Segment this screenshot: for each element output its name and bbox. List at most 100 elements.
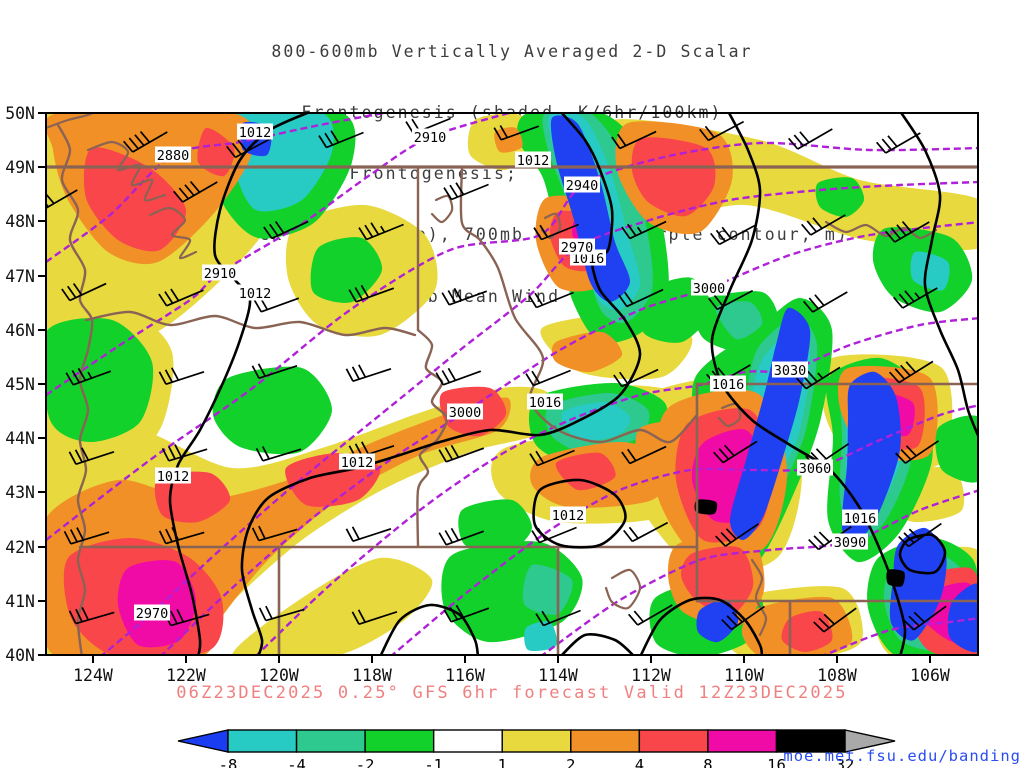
y-axis-tick-label: 49N (5, 158, 35, 177)
x-axis-tick-label: 110W (724, 666, 764, 685)
colorbar: -8 -4 -2 -1 1 2 4 8 16 32 (177, 729, 896, 768)
wind-barb (68, 606, 115, 625)
wind-barb (438, 444, 485, 463)
shaded-region (815, 177, 865, 218)
forecast-valid-text: 06Z23DEC2025 0.25° GFS 6hr forecast Vali… (176, 683, 848, 703)
svg-text:2970: 2970 (561, 240, 594, 256)
shaded-region (494, 127, 523, 153)
svg-text:3000: 3000 (449, 405, 482, 421)
contour-label: 1012 (237, 284, 273, 302)
wind-barb (801, 214, 846, 236)
border-line (84, 310, 417, 337)
contour-label: 3060 (797, 459, 833, 477)
x-axis-tick-label: 116W (445, 666, 485, 685)
shaded-region (935, 415, 978, 483)
height-contour (390, 404, 978, 655)
wind-barb (621, 445, 667, 465)
contour-label: 2940 (564, 176, 600, 194)
y-axis-tick-label: 43N (5, 483, 35, 502)
title-line-1: 800-600mb Vertically Averaged 2-D Scalar (271, 41, 753, 61)
shaded-region (561, 401, 631, 441)
border-line (604, 568, 642, 610)
shaded-region (441, 541, 583, 643)
wind-barb (876, 132, 921, 154)
mslp-contour (898, 533, 947, 575)
shaded-region (46, 318, 154, 443)
contour-label: 1016 (710, 375, 746, 393)
wind-barb (721, 605, 765, 631)
contour-label: 1012 (339, 453, 375, 471)
contour-label: 3000 (447, 403, 483, 421)
svg-text:2910: 2910 (204, 266, 237, 282)
y-axis-tick-label: 41N (5, 592, 35, 611)
shaded-region (212, 366, 333, 455)
shaded-region (458, 499, 533, 553)
contour-label: 1012 (237, 123, 273, 141)
wind-barb (613, 368, 659, 388)
wind-barb (443, 182, 489, 201)
wind-barb (123, 130, 168, 153)
wind-barb (813, 607, 857, 633)
wind-barb (621, 220, 667, 240)
mslp-contour (168, 113, 311, 655)
wind-barb (531, 526, 577, 544)
shaded-region (524, 621, 557, 652)
svg-text:1012: 1012 (239, 286, 272, 302)
wind-barb (263, 220, 309, 240)
colorbar-segment (570, 729, 641, 753)
height-contour (46, 113, 514, 396)
x-axis-tick-label: 114W (538, 666, 578, 685)
svg-text:1016: 1016 (712, 377, 745, 393)
contour-label: 2910 (202, 264, 238, 282)
contour-label: 3090 (832, 533, 868, 551)
wind-barb (443, 604, 490, 623)
mslp-contour (560, 633, 635, 655)
colorbar-segment (638, 729, 709, 753)
height-contour (46, 113, 391, 263)
y-axis-tick-label: 42N (5, 538, 35, 557)
wind-barb (345, 526, 392, 542)
border-line (750, 558, 768, 637)
svg-text:2940: 2940 (566, 178, 599, 194)
svg-text:1012: 1012 (239, 125, 272, 141)
x-axis-tick-label: 106W (910, 666, 950, 685)
state-borders (46, 113, 978, 655)
border-line (148, 206, 198, 260)
wind-barb (63, 527, 110, 545)
mslp-contour (639, 596, 764, 655)
contour-label: 2970 (559, 238, 595, 256)
contour-labels: 1012 1012 1012 1016 1012 1012 1012 1016 1016 1016… (134, 123, 878, 622)
colorbar-segment (432, 729, 503, 753)
y-axis-tick-label: 46N (5, 321, 35, 340)
colorbar-segment (707, 729, 778, 753)
shaded-region (889, 527, 947, 641)
contour-label: 1012 (550, 506, 586, 524)
wind-barb (65, 367, 112, 386)
contour-label: 1012 (155, 467, 191, 485)
contour-label: 1016 (842, 509, 878, 527)
colorbar-label: 16 (767, 756, 786, 768)
wind-barb (618, 288, 664, 308)
svg-text:2970: 2970 (136, 606, 169, 622)
colorbar-arrow-right (844, 729, 896, 753)
x-axis-tick-label: 118W (352, 666, 392, 685)
wind-barb (788, 128, 833, 150)
colorbar-label: 4 (635, 756, 644, 768)
wind-barb (493, 125, 540, 141)
border-line (56, 123, 94, 655)
wind-barb (611, 130, 657, 150)
mslp-contour (899, 113, 978, 439)
colorbar-arrow-left (177, 729, 229, 753)
shaded-region (781, 611, 833, 652)
colorbar-label: -2 (356, 756, 375, 768)
svg-text:1012: 1012 (517, 153, 550, 169)
y-axis-tick-label: 44N (5, 429, 35, 448)
colorbar-segment (364, 729, 435, 753)
site-link[interactable]: moe.met.fsu.edu/banding (783, 747, 1021, 765)
wind-barb (173, 180, 218, 203)
wind-barb (533, 223, 579, 241)
shaded-region (551, 331, 623, 373)
svg-text:1012: 1012 (552, 508, 585, 524)
y-axis-tick-label: 50N (5, 104, 35, 123)
